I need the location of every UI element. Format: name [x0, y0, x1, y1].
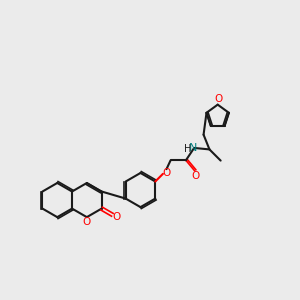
Text: O: O	[112, 212, 121, 222]
Text: O: O	[214, 94, 223, 104]
Text: O: O	[163, 168, 171, 178]
Text: O: O	[83, 217, 91, 227]
Text: N: N	[189, 143, 197, 153]
Text: O: O	[192, 171, 200, 181]
Text: H: H	[184, 144, 191, 154]
